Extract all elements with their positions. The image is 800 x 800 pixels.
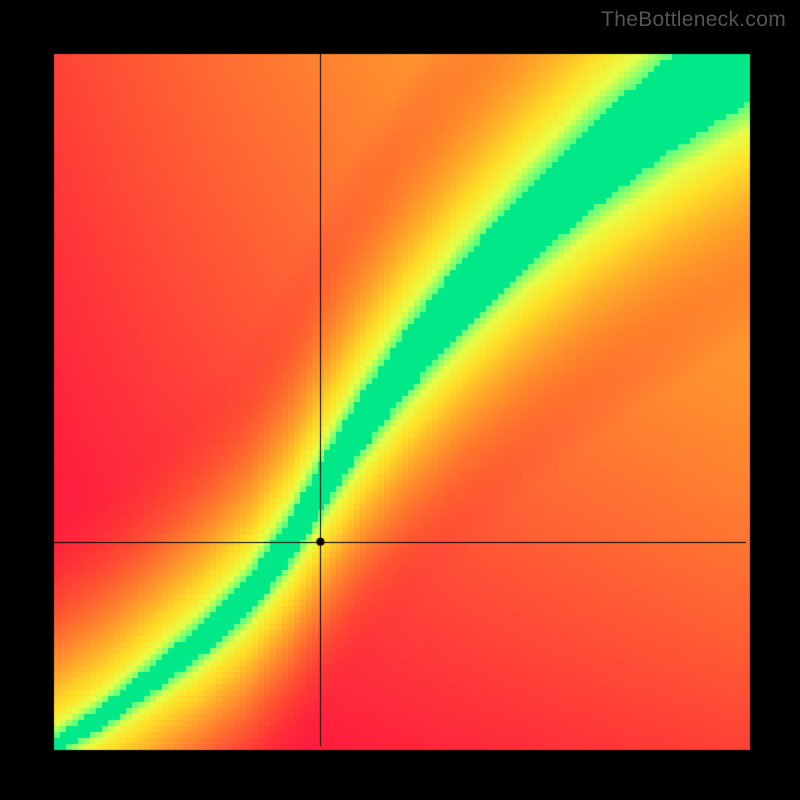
heatmap-canvas	[0, 0, 800, 800]
chart-container: TheBottleneck.com	[0, 0, 800, 800]
